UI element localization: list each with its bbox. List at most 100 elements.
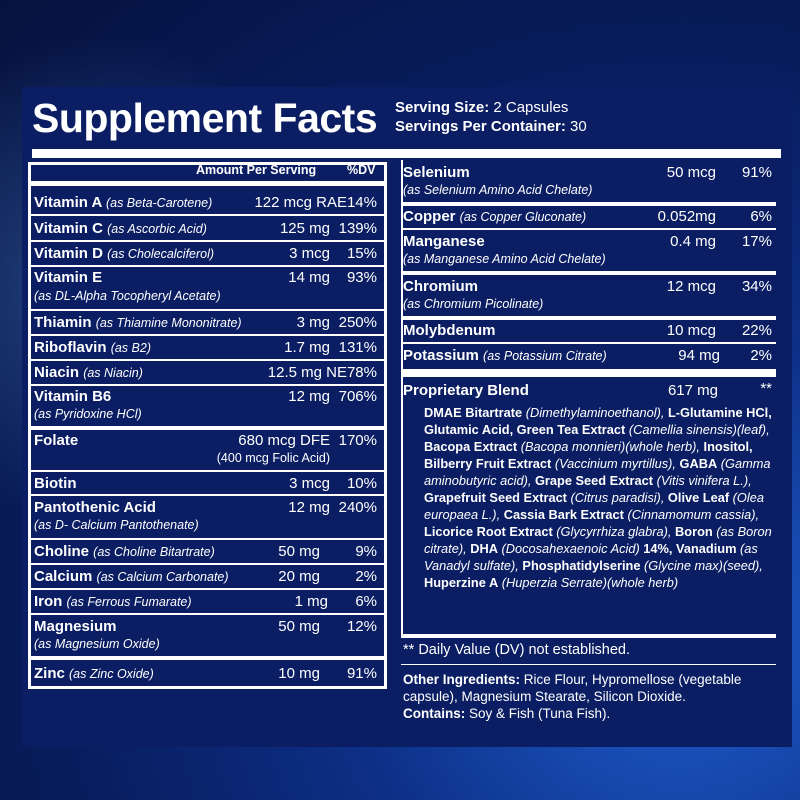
section-bar [401, 634, 776, 638]
amount-column-header: Amount Per Serving [196, 163, 317, 177]
divider [401, 342, 776, 344]
nutrient-name: Vitamin E [34, 269, 103, 286]
nutrient-name: Iron (as Ferrous Fumarate) [34, 593, 192, 610]
divider [31, 470, 385, 472]
nutrient-dv: 91% [346, 665, 377, 682]
serving-size-value: 2 Capsules [489, 99, 569, 116]
nutrient-source: (as Manganese Amino Acid Chelate) [403, 252, 606, 266]
right-column-border [401, 160, 403, 636]
nutrient-dv: 93% [346, 269, 377, 286]
nutrient-amount: 125 mg [279, 220, 330, 237]
nutrient-name: Choline (as Choline Bitartrate) [34, 543, 215, 560]
nutrient-name: Vitamin A (as Beta-Carotene) [34, 194, 213, 211]
nutrient-amount: 3 mcg [289, 245, 330, 262]
nutrient-dv: 12% [346, 618, 377, 635]
nutrient-dv: 131% [338, 339, 377, 356]
nutrient-amount: 1.7 mg [284, 339, 330, 356]
nutrient-name: Molybdenum [403, 322, 496, 339]
page-title: Supplement Facts [32, 95, 378, 141]
nutrient-amount: 1 mg [294, 593, 328, 610]
header-rule [32, 149, 781, 158]
nutrient-dv: 17% [741, 233, 772, 250]
nutrient-dv: 10% [346, 475, 377, 492]
nutrient-name: Magnesium [34, 618, 117, 635]
nutrient-amount: 3 mcg [289, 475, 330, 492]
nutrient-dv: 240% [338, 499, 377, 516]
servings-per-container-value: 30 [565, 118, 587, 135]
section-bar [31, 656, 385, 660]
nutrient-dv: 6% [355, 593, 377, 610]
nutrient-amount: 50 mg [278, 618, 320, 635]
nutrient-source: (as Pyridoxine HCl) [34, 407, 142, 421]
nutrient-source: (as DL-Alpha Tocopheryl Acetate) [34, 289, 221, 303]
section-bar [401, 202, 776, 206]
nutrient-dv: 22% [741, 322, 772, 339]
nutrient-dv: 2% [750, 347, 772, 364]
divider [31, 309, 385, 311]
nutrient-dv: 6% [750, 208, 772, 225]
nutrient-amount: 0.4 mg [670, 233, 716, 250]
nutrient-name: Vitamin B6 [34, 388, 112, 405]
nutrient-dv: 78% [346, 364, 377, 381]
nutrient-name: Selenium [403, 164, 470, 181]
nutrient-name: Thiamin (as Thiamine Mononitrate) [34, 314, 242, 331]
nutrient-amount: 20 mg [278, 568, 320, 585]
nutrient-amount: 14 mg [288, 269, 330, 286]
nutrient-amount: 680 mcg DFE [238, 432, 330, 449]
blend-name: Proprietary Blend [403, 382, 529, 399]
nutrient-amount: 122 mcg RAE [254, 194, 347, 211]
blend-amount: 617 mg [667, 382, 718, 399]
nutrient-amount: 12 mg [288, 388, 330, 405]
nutrient-amount: 50 mg [278, 543, 320, 560]
nutrient-amount: 10 mcg [666, 322, 716, 339]
section-bar [31, 426, 385, 430]
nutrient-source: (as Selenium Amino Acid Chelate) [403, 183, 593, 197]
left-facts-box [28, 162, 387, 689]
serving-info: Serving Size: 2 Capsules Servings Per Co… [395, 98, 587, 136]
nutrient-name: Chromium [403, 278, 478, 295]
divider [31, 384, 385, 386]
other-ingredients: Other Ingredients: Rice Flour, Hypromell… [403, 672, 742, 721]
nutrient-name: Copper (as Copper Gluconate) [403, 208, 587, 225]
nutrient-amount: 12.5 mg NE [267, 364, 347, 381]
divider [31, 563, 385, 565]
blend-dv: ** [760, 380, 772, 397]
nutrient-name: Potassium (as Potassium Citrate) [403, 347, 607, 364]
dv-footnote: ** Daily Value (DV) not established. [403, 642, 631, 658]
servings-per-container-label: Servings Per Container: [395, 118, 566, 135]
nutrient-name: Calcium (as Calcium Carbonate) [34, 568, 229, 585]
nutrient-name: Zinc (as Zinc Oxide) [34, 665, 154, 682]
nutrient-amount: 12 mg [288, 499, 330, 516]
divider [31, 240, 385, 242]
nutrient-dv: 15% [346, 245, 377, 262]
divider [401, 664, 776, 665]
serving-size-label: Serving Size: [395, 99, 490, 116]
divider [31, 334, 385, 336]
nutrient-source: (as Chromium Picolinate) [403, 297, 544, 311]
divider [31, 359, 385, 361]
nutrient-amount: 94 mg [678, 347, 720, 364]
nutrient-name: Manganese [403, 233, 485, 250]
left-header-bar [31, 181, 385, 186]
section-bar [401, 316, 776, 320]
nutrient-amount: 0.052mg [657, 208, 716, 225]
divider [31, 588, 385, 590]
nutrient-name: Pantothenic Acid [34, 499, 156, 516]
nutrient-source: (as Magnesium Oxide) [34, 637, 160, 651]
nutrient-amount-note: (400 mcg Folic Acid) [216, 451, 330, 465]
section-bar [401, 271, 776, 275]
nutrient-name: Niacin (as Niacin) [34, 364, 143, 381]
nutrient-amount: 3 mg [296, 314, 330, 331]
nutrient-source: (as D- Calcium Pantothenate) [34, 518, 199, 532]
nutrient-dv: 14% [346, 194, 377, 211]
nutrient-dv: 2% [355, 568, 377, 585]
nutrient-dv: 139% [338, 220, 377, 237]
nutrient-name: Vitamin D (as Cholecalciferol) [34, 245, 215, 262]
divider [31, 538, 385, 540]
nutrient-amount: 10 mg [278, 665, 320, 682]
divider [31, 265, 385, 267]
nutrient-dv: 9% [355, 543, 377, 560]
nutrient-name: Biotin [34, 475, 77, 492]
divider [31, 613, 385, 615]
nutrient-name: Vitamin C (as Ascorbic Acid) [34, 220, 207, 237]
